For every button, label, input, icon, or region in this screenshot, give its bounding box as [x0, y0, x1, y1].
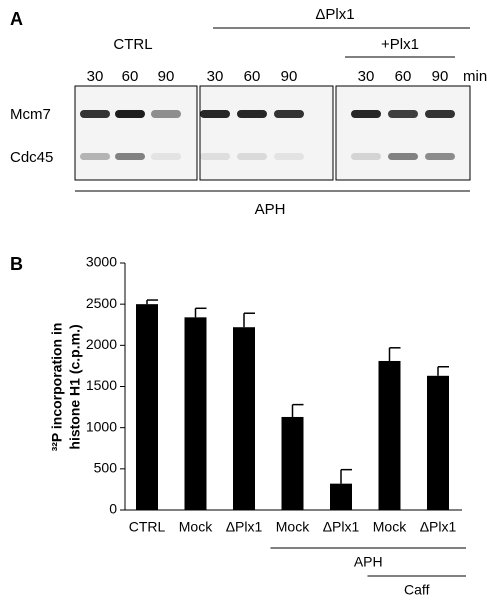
x-tick-label: ΔPlx1: [420, 519, 457, 535]
y-tick-label: 0: [109, 501, 117, 517]
time-label: 60: [244, 68, 261, 85]
group-label: Caff: [404, 582, 430, 598]
time-label: 30: [358, 68, 375, 85]
y-tick-label: 1000: [86, 418, 117, 434]
x-tick-label: Mock: [276, 519, 310, 535]
row-label: Cdc45: [10, 149, 53, 166]
bar: [378, 360, 401, 510]
band: [80, 110, 110, 118]
time-label: 90: [281, 68, 298, 85]
panel-label: B: [10, 254, 23, 274]
band: [425, 110, 455, 118]
band: [351, 110, 381, 118]
x-tick-label: Mock: [179, 519, 213, 535]
band: [237, 153, 267, 160]
time-label: 90: [432, 68, 449, 85]
band: [200, 153, 230, 160]
band: [151, 153, 181, 160]
group-label: ΔPlx1: [315, 6, 354, 23]
bar: [427, 375, 449, 510]
bar: [136, 304, 158, 510]
bar: [281, 416, 304, 510]
band: [115, 110, 145, 118]
panel-label: A: [10, 9, 23, 29]
y-axis-label: ³²P incorporation in: [49, 323, 65, 452]
y-tick-label: 2500: [86, 295, 117, 311]
blot-box: [199, 85, 334, 181]
bar: [330, 483, 352, 510]
band: [388, 110, 418, 118]
time-label: 60: [395, 68, 412, 85]
row-label: Mcm7: [10, 106, 51, 123]
time-label: 30: [207, 68, 224, 85]
y-tick-label: 3000: [86, 254, 117, 270]
y-axis-label: histone H1 (c.p.m.): [67, 324, 83, 449]
x-tick-label: ΔPlx1: [226, 519, 263, 535]
band: [351, 153, 381, 160]
time-label: 90: [158, 68, 175, 85]
blot-box: [74, 85, 198, 181]
band: [151, 110, 181, 118]
band: [115, 153, 145, 160]
group-label: +Plx1: [381, 36, 419, 53]
bar: [184, 317, 207, 510]
band: [80, 153, 110, 160]
treatment-label: APH: [255, 201, 286, 218]
band: [274, 153, 304, 160]
x-tick-label: ΔPlx1: [323, 519, 360, 535]
group-label: APH: [354, 554, 383, 570]
time-label: 30: [87, 68, 104, 85]
x-tick-label: CTRL: [129, 519, 166, 535]
band: [274, 110, 304, 118]
y-tick-label: 2000: [86, 336, 117, 352]
x-tick-label: Mock: [373, 519, 407, 535]
band: [237, 110, 267, 118]
band: [388, 153, 418, 160]
band: [425, 153, 455, 160]
time-label: 60: [122, 68, 139, 85]
y-tick-label: 1500: [86, 377, 117, 393]
y-tick-label: 500: [94, 460, 118, 476]
bar: [233, 327, 255, 510]
group-label: CTRL: [113, 36, 152, 53]
unit-label: min: [463, 68, 487, 85]
band: [200, 110, 230, 118]
blot-box: [335, 85, 471, 181]
